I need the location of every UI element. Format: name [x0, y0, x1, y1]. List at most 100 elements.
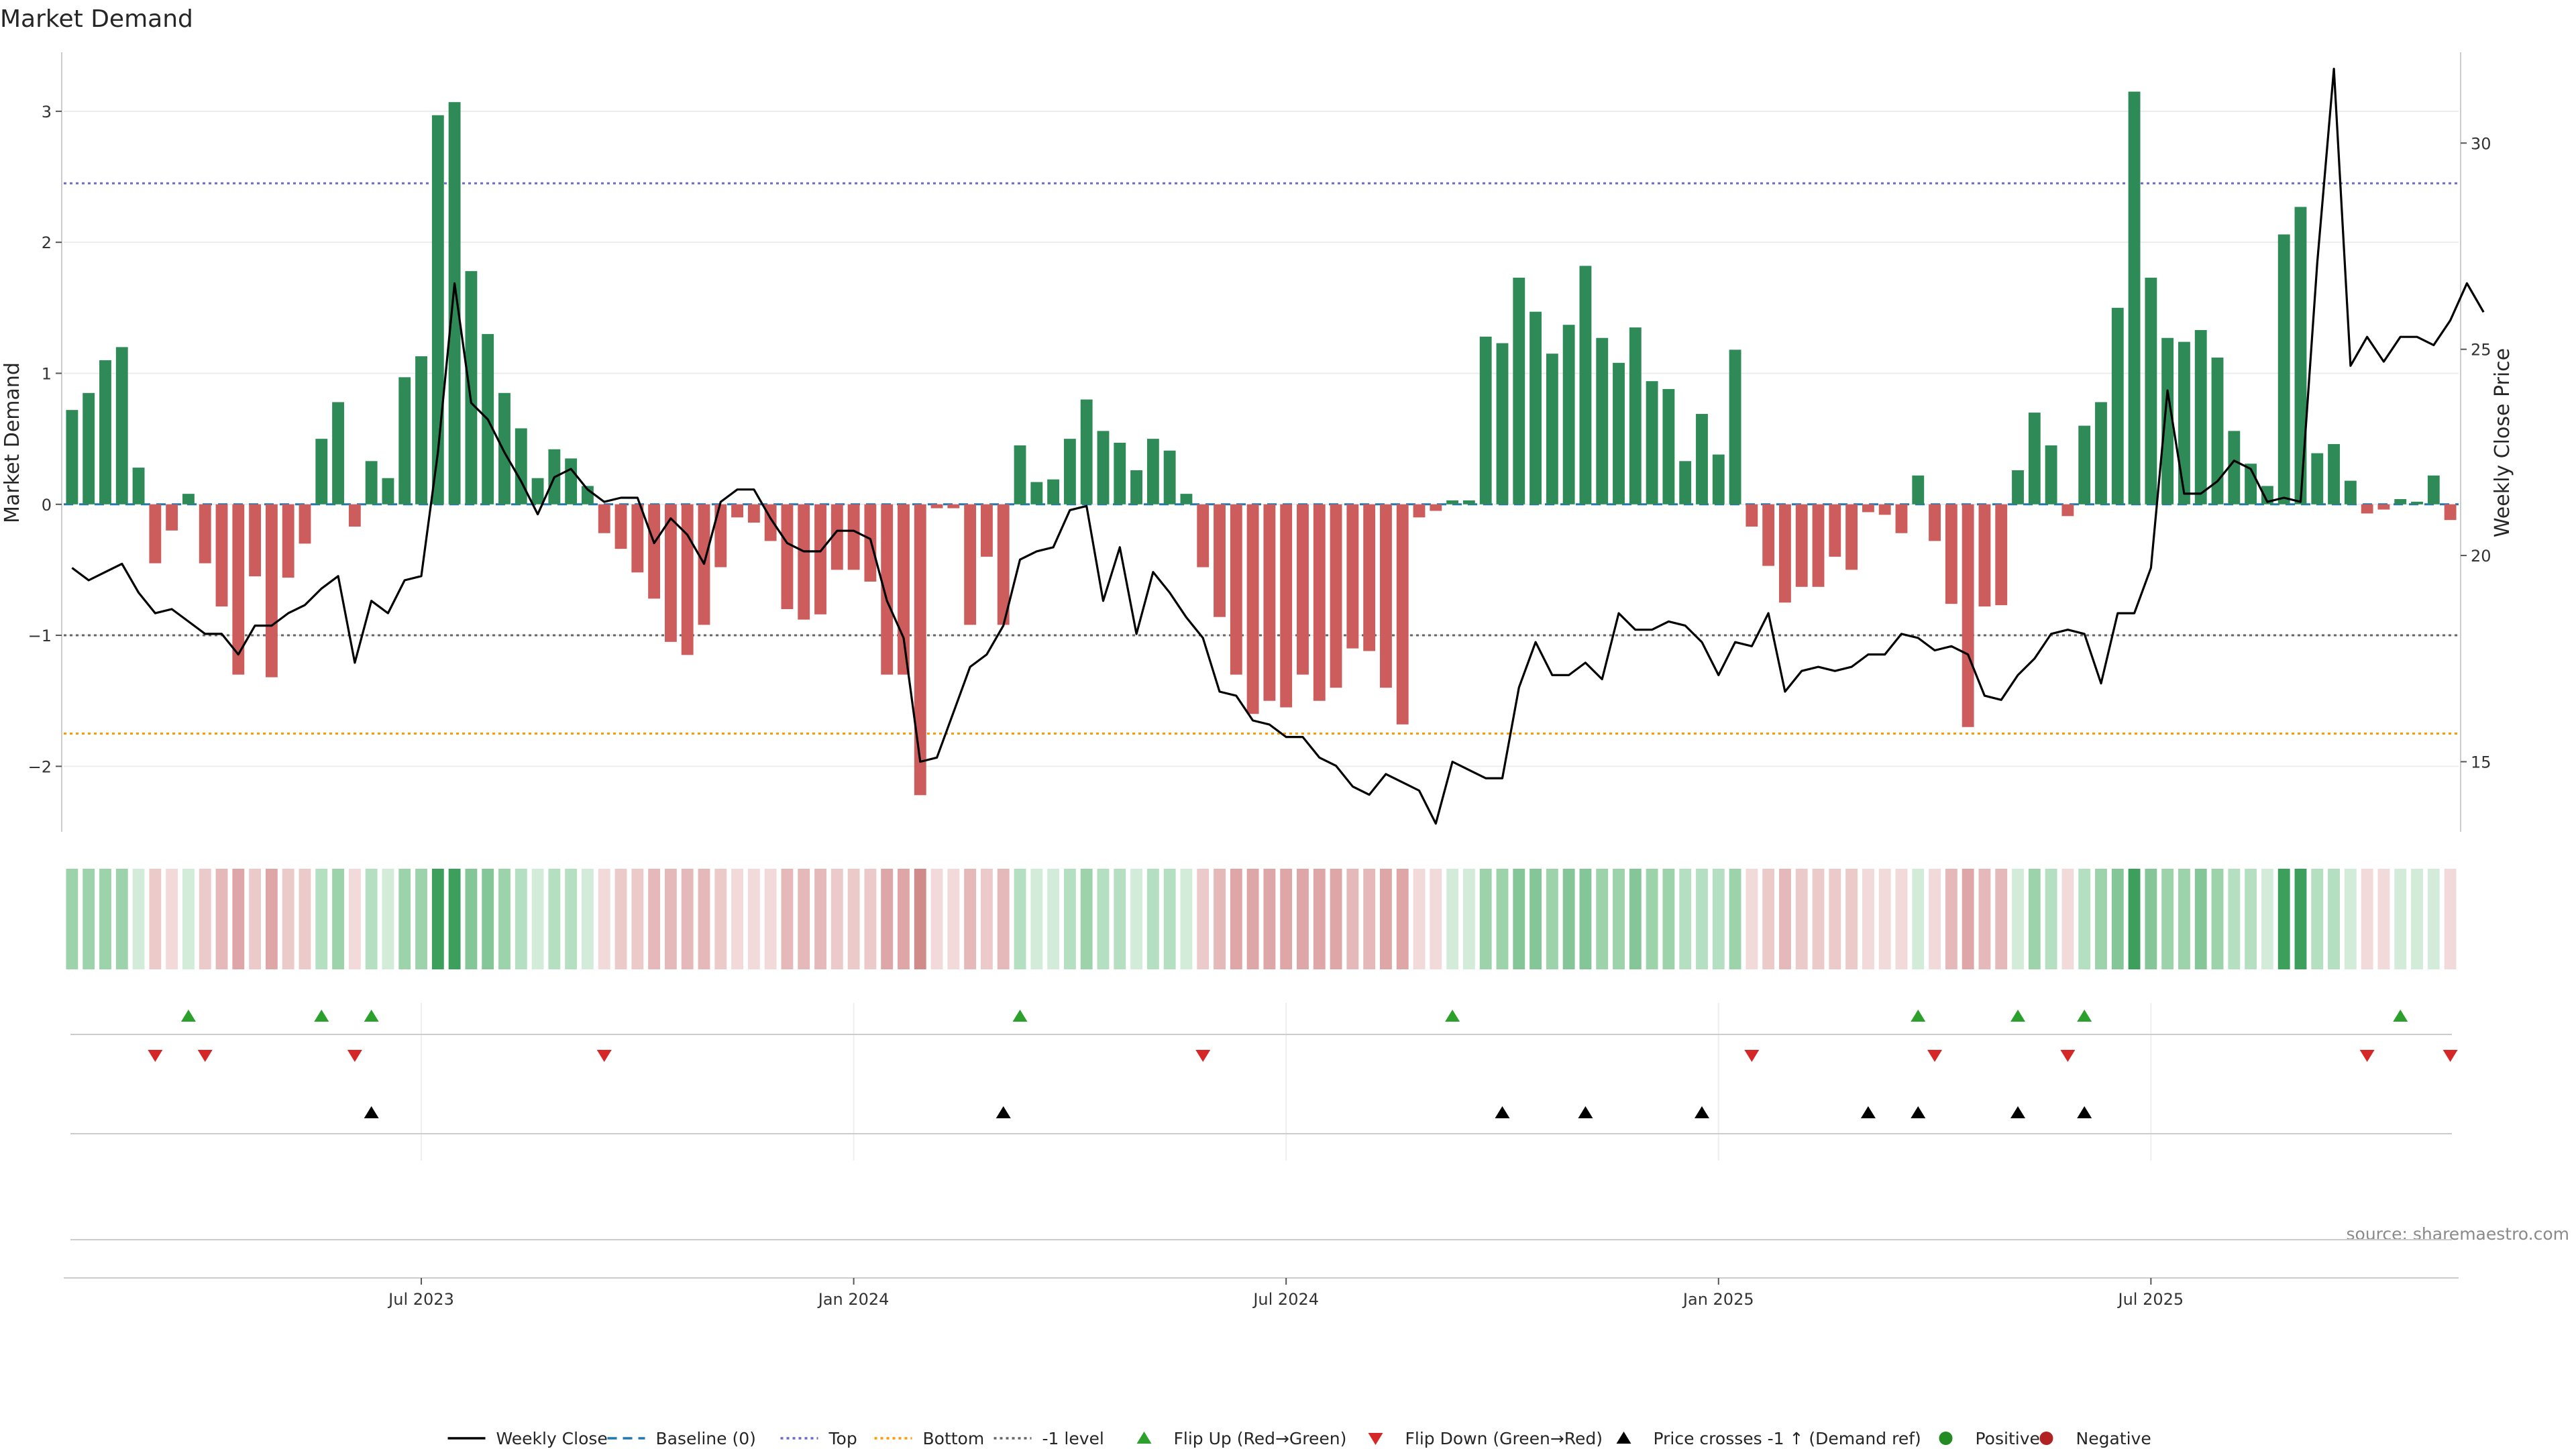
demand-bar: [2444, 504, 2457, 521]
weekly-close-price-line: [71, 67, 2485, 825]
heat-cell: [1513, 869, 1525, 969]
legend-symbol-flip-up: [1136, 1432, 1152, 1444]
demand-bar: [1829, 504, 1841, 557]
demand-bar: [1380, 504, 1392, 688]
demand-bar: [1878, 504, 1891, 515]
demand-bar: [1047, 479, 1060, 504]
demand-bar: [881, 504, 894, 675]
heat-cell: [1263, 869, 1276, 969]
demand-bar: [947, 504, 960, 508]
flip-down-marker: [2060, 1050, 2076, 1062]
demand-bar: [747, 504, 760, 523]
x-tick-label: Jul 2023: [387, 1290, 454, 1309]
price-cross-marker: [1495, 1106, 1510, 1118]
heat-cell: [2211, 869, 2224, 969]
demand-bar: [2361, 504, 2373, 514]
heat-cell: [898, 869, 910, 969]
flip-up-marker: [180, 1010, 196, 1022]
heat-cell: [2344, 869, 2357, 969]
heat-cell: [1014, 869, 1026, 969]
heat-cell: [1929, 869, 1941, 969]
heat-cell: [881, 869, 894, 969]
demand-bar: [2161, 337, 2174, 504]
heat-cell: [282, 869, 294, 969]
heat-cell: [515, 869, 527, 969]
heat-cell: [99, 869, 111, 969]
demand-bar: [1413, 504, 1426, 518]
demand-bar: [1845, 504, 1858, 570]
heat-cell: [914, 869, 926, 969]
demand-bar: [2427, 475, 2440, 504]
heat-cell: [1662, 869, 1675, 969]
flip-up-marker: [2010, 1010, 2026, 1022]
legend-label: Price crosses -1 ↑ (Demand ref): [1654, 1429, 1921, 1448]
demand-bar: [598, 504, 610, 533]
demand-bar: [265, 504, 278, 678]
demand-bar: [565, 458, 578, 504]
demand-bar: [2078, 425, 2091, 504]
demand-bar: [1812, 504, 1825, 587]
heat-cell: [2128, 869, 2141, 969]
demand-bars: [66, 91, 2457, 796]
demand-bar: [315, 439, 328, 504]
demand-bar: [1513, 277, 1525, 504]
heat-cell: [1978, 869, 1991, 969]
legend-label: -1 level: [1042, 1429, 1104, 1448]
heat-cell: [1230, 869, 1242, 969]
demand-bar: [2228, 431, 2241, 504]
heat-cell: [482, 869, 494, 969]
demand-bar: [365, 461, 378, 504]
x-tick-label: Jan 2024: [817, 1290, 890, 1309]
heat-cell: [1346, 869, 1359, 969]
demand-bar: [2045, 445, 2057, 504]
legend-label: Positive: [1976, 1429, 2040, 1448]
demand-bar: [199, 504, 211, 564]
heat-cell: [1280, 869, 1293, 969]
demand-bar: [1030, 482, 1043, 504]
demand-bar: [2028, 413, 2041, 504]
legend-symbol-cross: [1616, 1432, 1631, 1444]
demand-bar: [731, 504, 743, 518]
heat-cell: [1629, 869, 1642, 969]
demand-bar: [348, 504, 361, 527]
demand-bar: [2311, 453, 2324, 504]
demand-bar: [132, 468, 145, 504]
heat-cell: [764, 869, 777, 969]
y2-ticks: 30 25 20 15: [2461, 134, 2491, 771]
heat-cell: [2228, 869, 2241, 969]
y-tick-label: 3: [42, 103, 52, 121]
heat-cell: [2145, 869, 2157, 969]
demand-bar: [2344, 480, 2357, 504]
demand-bar: [1995, 504, 2008, 606]
heat-cell: [166, 869, 178, 969]
heat-cell: [1430, 869, 1442, 969]
legend-symbol-positive: [1939, 1432, 1953, 1445]
heat-cell: [2394, 869, 2407, 969]
source-text: source: sharemaestro.com: [2347, 1224, 2570, 1244]
heat-cell: [382, 869, 394, 969]
x-tick-label: Jul 2024: [1252, 1290, 1319, 1309]
flip-down-marker: [1744, 1050, 1760, 1062]
x-tick-label: Jan 2025: [1682, 1290, 1754, 1309]
demand-bar: [1246, 504, 1259, 714]
heat-cell: [648, 869, 661, 969]
heat-cell: [1063, 869, 1076, 969]
heat-cell: [431, 869, 444, 969]
demand-bar: [1180, 494, 1193, 504]
legend-label: Baseline (0): [656, 1429, 756, 1448]
demand-bar: [1280, 504, 1293, 708]
heat-cell: [1146, 869, 1159, 969]
heat-cell: [1496, 869, 1509, 969]
heat-cell: [66, 869, 78, 969]
heat-cell: [1862, 869, 1874, 969]
heat-cell: [1479, 869, 1492, 969]
heat-cell: [598, 869, 610, 969]
price-cross-marker: [2010, 1106, 2026, 1118]
heat-cell: [2012, 869, 2024, 969]
y2-tick-label: 25: [2471, 341, 2491, 360]
heat-cell: [1829, 869, 1841, 969]
heat-cell: [232, 869, 245, 969]
heat-cell: [1313, 869, 1326, 969]
heat-cell: [2377, 869, 2390, 969]
heat-cell: [465, 869, 478, 969]
